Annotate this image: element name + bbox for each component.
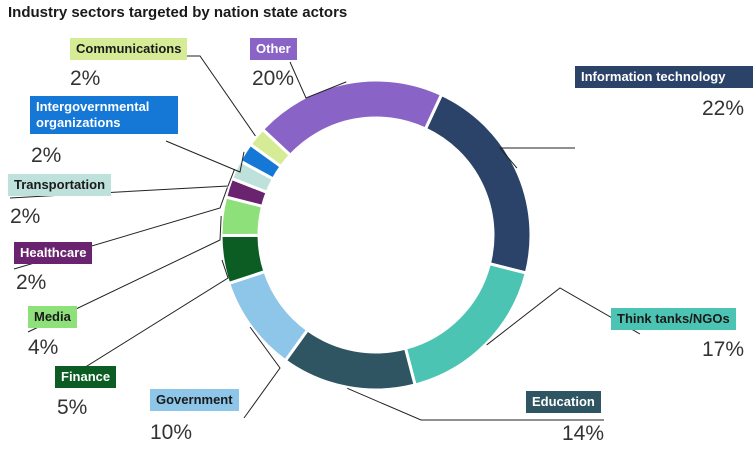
value-finance: 5% [57, 396, 88, 419]
label-intergovernmental-organizations: Intergovernmental organizations [30, 96, 178, 134]
value-media: 4% [28, 336, 59, 359]
leader-line [165, 140, 245, 173]
value-information-technology: 22% [701, 97, 744, 120]
label-information-technology: Information technology [575, 66, 753, 88]
label-healthcare: Healthcare [14, 242, 93, 264]
value-communications: 2% [70, 67, 101, 90]
label-finance: Finance [55, 366, 117, 388]
leader-line [54, 259, 229, 387]
slice-information-technology [423, 92, 533, 275]
leader-line [498, 147, 575, 169]
leader-line [347, 387, 604, 421]
slice-education [283, 327, 417, 392]
label-transportation: Transportation [8, 174, 112, 196]
value-education: 14% [561, 422, 604, 445]
value-government: 10% [150, 421, 193, 444]
leader-line [170, 55, 256, 137]
slice-other [260, 78, 444, 158]
label-media: Media [28, 306, 77, 328]
label-education: Education [526, 391, 601, 413]
label-communications: Communications [70, 38, 188, 60]
slice-think-tanks-ngos [403, 261, 529, 387]
value-other: 20% [252, 67, 295, 90]
leader-line [289, 61, 347, 99]
label-government: Government [150, 389, 239, 411]
value-intergovernmental-organizations: 2% [31, 144, 62, 167]
label-other: Other [250, 38, 297, 60]
value-think-tanks-ngos: 17% [701, 338, 744, 361]
value-healthcare: 2% [16, 271, 47, 294]
value-transportation: 2% [10, 205, 41, 228]
leader-line [27, 215, 222, 333]
slice-government [226, 269, 310, 363]
leader-line [243, 326, 281, 419]
chart-title: Industry sectors targeted by nation stat… [8, 4, 348, 21]
label-think-tanks-ngos: Think tanks/NGOs [611, 308, 736, 330]
